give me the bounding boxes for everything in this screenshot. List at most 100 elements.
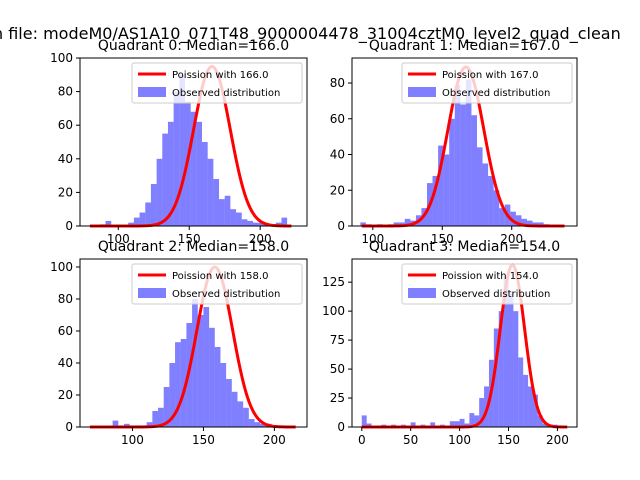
legend-box <box>401 263 573 305</box>
y-tick-label: 125 <box>322 275 345 289</box>
histogram-bar <box>518 357 524 427</box>
histogram-bar <box>236 212 242 226</box>
legend-curve-label: Poission with 166.0 <box>172 70 268 81</box>
y-tick-label: 75 <box>330 333 345 347</box>
subplot-title: Quadrant 0: Median=166.0 <box>98 38 289 54</box>
histogram-bar <box>521 218 527 226</box>
x-tick-label: 200 <box>249 232 272 246</box>
y-tick-label: 20 <box>330 183 345 197</box>
histogram-bar <box>404 218 411 226</box>
histogram-bar <box>443 154 450 226</box>
histogram-bar <box>527 220 533 226</box>
histogram-bar <box>145 202 151 226</box>
histogram-bar <box>202 142 208 226</box>
x-tick-label: 50 <box>403 433 418 447</box>
y-tick-label: 80 <box>58 85 73 99</box>
subplot-quadrant-1: 100 150 200 0 20 40 60 80 Quadrant 1: Median=167… <box>330 38 578 246</box>
x-tick-label: 150 <box>431 232 454 246</box>
subplot-title: Quadrant 3: Median=154.0 <box>369 239 560 255</box>
histogram-bar <box>123 423 130 427</box>
x-tick-label: 200 <box>500 232 523 246</box>
histogram-bar <box>474 415 480 427</box>
histogram-bar <box>361 415 367 427</box>
y-tick-label: 40 <box>330 148 345 162</box>
histogram-bar <box>169 363 176 427</box>
legend-hist-label: Observed distribution <box>172 88 280 99</box>
histogram-bar <box>167 121 174 226</box>
histogram-bar <box>158 407 164 427</box>
histogram-bar <box>203 307 210 427</box>
legend-hist-label: Observed distribution <box>442 88 550 99</box>
histogram-bar <box>133 217 140 226</box>
histogram-bar <box>173 91 180 226</box>
axes-frame <box>351 258 578 428</box>
legend-hist-label: Observed distribution <box>442 289 550 300</box>
x-tick-label: 200 <box>263 433 286 447</box>
histogram-bar <box>454 421 460 427</box>
histogram-bar <box>482 163 489 226</box>
axes-frame <box>351 57 578 227</box>
y-tick-label: 40 <box>58 356 73 370</box>
histogram-bar <box>105 220 112 226</box>
histogram-bar <box>209 327 215 427</box>
histogram-bar <box>253 222 259 226</box>
histogram-bar <box>449 421 455 427</box>
x-tick-label: 200 <box>546 433 569 447</box>
histogram-bar <box>532 222 539 226</box>
histogram-bar <box>243 407 249 427</box>
y-tick-label: 60 <box>58 324 73 338</box>
y-tick-label: 80 <box>58 292 73 306</box>
y-tick-label: 100 <box>50 260 73 274</box>
histogram-bar <box>537 415 543 427</box>
histogram-bar <box>542 423 548 427</box>
histogram-bar <box>538 222 544 226</box>
histogram-bar <box>465 79 472 226</box>
legend-box <box>401 62 573 104</box>
histogram-bar <box>532 394 538 427</box>
histogram-bar <box>152 411 159 427</box>
legend-hist-swatch <box>138 288 166 298</box>
y-tick-label: 0 <box>337 420 345 434</box>
legend-hist-label: Observed distribution <box>172 289 280 300</box>
histogram-bar <box>499 208 505 226</box>
histogram-bar <box>438 145 444 226</box>
x-tick-label: 150 <box>178 232 201 246</box>
y-tick-label: 60 <box>330 112 345 126</box>
y-tick-label: 60 <box>58 118 73 132</box>
axes-frame <box>79 258 308 428</box>
figure-suptitle: n file: modeM0/AS1A10_071T48_9000004478_… <box>0 24 621 44</box>
histogram-bar <box>220 363 227 427</box>
subplot-quadrant-3: 0 50 100 150 200 0 25 50 75 100 125 Quadrant 3: Med… <box>322 239 578 447</box>
histogram-bar <box>254 422 261 427</box>
histogram-bar <box>459 418 465 427</box>
histogram-bar <box>179 74 185 226</box>
histogram-bar <box>196 121 203 226</box>
histogram-bar <box>454 84 461 227</box>
histogram-bar <box>139 212 146 226</box>
y-tick-label: 50 <box>330 362 345 376</box>
y-tick-label: 20 <box>58 185 73 199</box>
histogram-bar <box>258 222 265 226</box>
histogram-bar <box>464 423 470 427</box>
histogram-bar <box>213 178 220 226</box>
histogram-bar <box>410 422 416 427</box>
histogram-bar <box>180 339 187 427</box>
histogram-bar <box>112 420 119 427</box>
histogram-bar <box>162 133 168 226</box>
histogram-bar <box>399 222 405 226</box>
x-tick-label: 100 <box>361 232 384 246</box>
histogram-bar <box>260 423 266 427</box>
histogram-bar <box>460 104 466 226</box>
histogram-bar <box>219 199 225 226</box>
histogram-bar <box>163 387 170 427</box>
histogram-bar <box>190 111 197 226</box>
histogram-bar <box>197 315 204 427</box>
histogram-bar <box>477 147 483 226</box>
axes-frame <box>79 57 308 227</box>
subplot-quadrant-2: 100 150 200 0 20 40 60 80 100 Quadrant 2: Median=… <box>50 239 308 447</box>
histogram-bar <box>207 158 214 226</box>
histogram-bar <box>230 209 237 226</box>
y-tick-label: 100 <box>322 304 345 318</box>
subplots-container: 100 150 200 0 20 40 60 80 100 Quadrant 0: Median=… <box>50 38 578 447</box>
histogram-bar <box>146 422 153 427</box>
